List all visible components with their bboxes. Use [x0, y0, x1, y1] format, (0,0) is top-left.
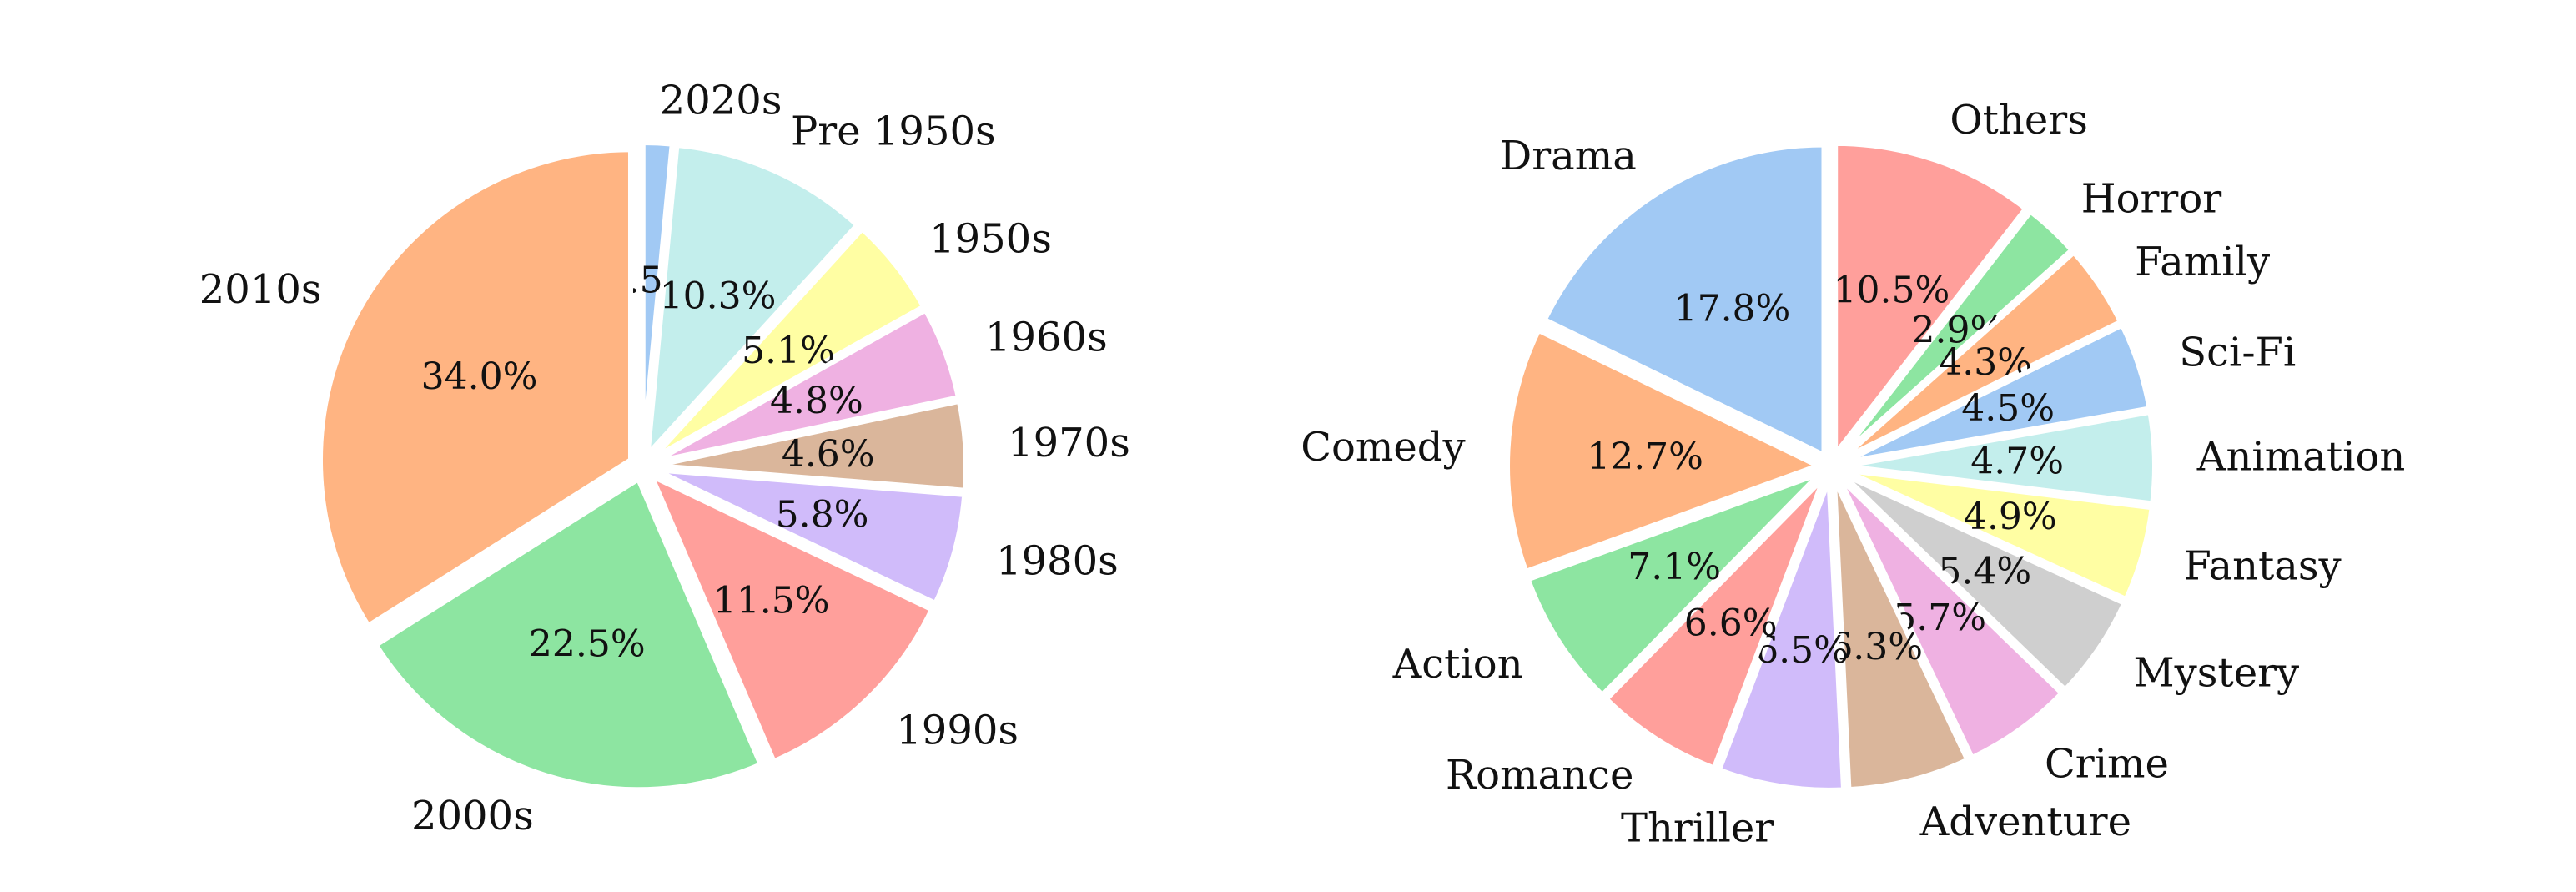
- slice-action: [1525, 471, 1823, 698]
- pct-label-2000s: 22.5%: [529, 623, 646, 666]
- slice-1970s: [652, 398, 969, 493]
- slice-crime: [1836, 474, 2065, 761]
- category-label-adventure: Adventure: [1919, 799, 2131, 845]
- slice-drama: [1542, 142, 1827, 458]
- pct-label-2010s: 34.0%: [421, 355, 538, 398]
- category-label-1980s: 1980s: [996, 538, 1119, 585]
- pct-label-1980s: 5.8%: [776, 493, 869, 536]
- slice-mystery: [1839, 471, 2127, 693]
- category-label-1950s: 1950s: [929, 215, 1052, 262]
- slice-fantasy: [1841, 467, 2155, 602]
- pct-label-adventure: 6.3%: [1829, 626, 1923, 668]
- slice-1960s: [652, 307, 961, 465]
- category-label-crime: Crime: [2045, 741, 2169, 788]
- slice-sci-fi: [1841, 322, 2152, 466]
- pct-label-1960s: 4.8%: [770, 380, 863, 422]
- category-label-mystery: Mystery: [2134, 650, 2300, 697]
- slice-2000s: [373, 476, 763, 793]
- pct-label-pre-1950s: 10.3%: [660, 275, 777, 317]
- pct-label-1990s: 11.5%: [713, 579, 830, 622]
- slice-1990s: [649, 473, 935, 764]
- pct-label-thriller: 6.5%: [1755, 629, 1849, 672]
- category-label-others: Others: [1950, 97, 2088, 144]
- slice-others: [1833, 140, 2029, 456]
- slice-horror: [1837, 209, 2075, 460]
- category-label-pre-1950s: Pre 1950s: [791, 108, 996, 155]
- slice-pre-1950s: [645, 143, 860, 457]
- category-label-comedy: Comedy: [1301, 424, 1465, 471]
- pct-label-action: 7.1%: [1628, 546, 1721, 588]
- slice-comedy: [1505, 327, 1821, 574]
- category-label-1990s: 1990s: [896, 707, 1019, 753]
- pct-label-drama: 17.8%: [1674, 287, 1791, 330]
- slice-adventure: [1831, 476, 1970, 793]
- category-label-thriller: Thriller: [1621, 805, 1774, 852]
- pct-label-others: 10.5%: [1833, 269, 1950, 311]
- pct-label-1970s: 4.6%: [782, 433, 875, 476]
- pct-label-fantasy: 4.9%: [1964, 496, 2057, 538]
- category-label-horror: Horror: [2081, 175, 2222, 222]
- category-label-sci-fi: Sci-Fi: [2179, 330, 2296, 376]
- category-label-1960s: 1960s: [985, 315, 1108, 361]
- category-label-action: Action: [1392, 641, 1523, 688]
- category-label-animation: Animation: [2196, 433, 2406, 480]
- category-label-fantasy: Fantasy: [2183, 542, 2341, 589]
- slice-romance: [1603, 475, 1827, 771]
- category-label-2010s: 2010s: [199, 266, 322, 313]
- pct-label-romance: 6.6%: [1684, 602, 1778, 645]
- genre-pie: 10.5%Others2.9%Horror4.3%Family4.5%Sci-F…: [1301, 97, 2405, 852]
- slice-2020s: [640, 140, 675, 456]
- category-label-2020s: 2020s: [660, 78, 782, 124]
- slice-1950s: [650, 226, 927, 461]
- pct-label-comedy: 12.7%: [1587, 436, 1703, 478]
- pct-label-1950s: 5.1%: [742, 330, 835, 372]
- slice-family: [1839, 249, 2123, 462]
- pct-label-sci-fi: 4.5%: [1961, 387, 2055, 430]
- category-label-drama: Drama: [1500, 133, 1637, 179]
- slice-2010s: [318, 147, 633, 628]
- slice-thriller: [1716, 476, 1847, 793]
- slice-animation: [1841, 409, 2157, 506]
- category-label-family: Family: [2135, 239, 2270, 285]
- category-label-1970s: 1970s: [1008, 420, 1130, 466]
- category-label-2000s: 2000s: [411, 793, 534, 839]
- category-label-romance: Romance: [1446, 752, 1633, 799]
- pct-label-animation: 4.7%: [1970, 441, 2064, 483]
- slice-1980s: [652, 467, 968, 606]
